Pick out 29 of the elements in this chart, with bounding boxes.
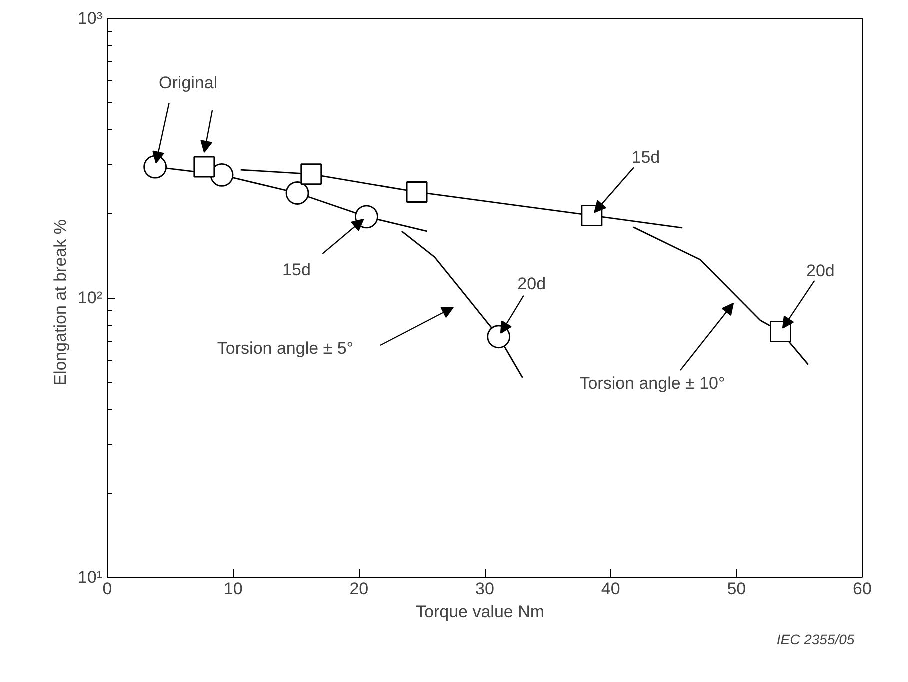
x-tick-label: 0 xyxy=(102,580,112,598)
y-tick-label: 10³ xyxy=(78,9,103,28)
x-tick-label: 10 xyxy=(224,580,243,598)
annotation: Original xyxy=(159,74,218,93)
point xyxy=(300,164,322,186)
x-tick-label: 40 xyxy=(601,580,620,598)
point xyxy=(210,164,234,187)
y-tick-label: 10² xyxy=(78,288,103,308)
x-tick-label: 60 xyxy=(853,580,872,598)
x-tick-label: 50 xyxy=(727,580,746,598)
x-tick-label: 30 xyxy=(476,580,494,598)
annotation: 15d xyxy=(282,260,311,280)
x-axis-title: Torque value Nm xyxy=(416,602,545,622)
point xyxy=(144,155,168,179)
x-tick-label: 20 xyxy=(350,580,369,598)
annotation: Torsion angle ± 10° xyxy=(580,374,726,393)
point xyxy=(487,325,511,349)
annotation: 15d xyxy=(632,148,660,168)
point xyxy=(355,205,378,229)
y-tick-label: 10¹ xyxy=(78,568,103,587)
text: IEC 2355/05 xyxy=(776,632,855,648)
point xyxy=(286,182,310,205)
annotation: Torsion angle ± 5° xyxy=(217,339,354,358)
annotation: 20d xyxy=(518,274,546,294)
point xyxy=(194,156,216,178)
point xyxy=(770,321,792,342)
y-axis-title: Elongation at break % xyxy=(50,220,70,386)
annotation: 20d xyxy=(806,261,835,280)
point xyxy=(406,182,428,203)
